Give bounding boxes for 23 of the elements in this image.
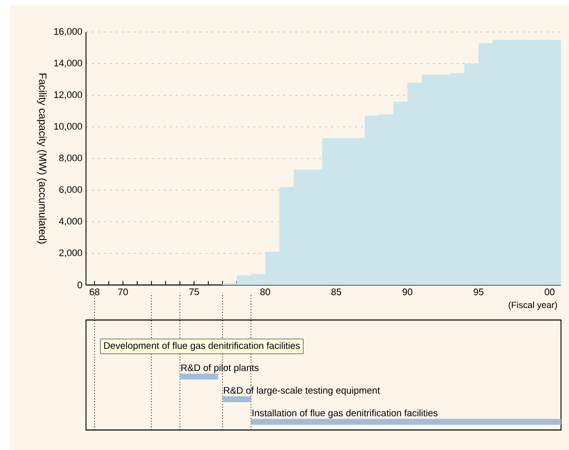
x-tick-label: 75 [189,288,199,296]
y-tick-label: 14,000 [54,60,82,68]
y-tick-label: 4,000 [59,218,82,226]
y-tick-label: Installation of flue gas denitrification facilities [252,409,438,418]
y-tick-label: 8,000 [59,154,82,162]
x-axis-title: (Fiscal year) [508,302,557,310]
y-axis-title: Facility capacity (MW) (accumulated) [36,74,47,244]
x-tick-label: 90 [402,288,412,296]
x-tick-label: 80 [260,288,270,296]
y-tick-label: R&D of large-scale testing equipment [224,386,380,396]
y-tick-label: 2,000 [59,249,82,258]
y-tick-label: 16,000 [54,28,82,36]
y-tick-label: 0 [78,282,82,288]
x-tick-label: 68 [90,288,100,296]
x-tick-label: 00 [544,288,555,296]
y-tick-label: R&D of pilot plants [181,364,259,373]
y-tick-label: 6,000 [59,186,82,194]
x-tick-label: 85 [331,288,342,296]
chart-title: Development of flue gas denitrification facilities [104,342,300,351]
x-tick-label: 95 [474,288,484,296]
x-tick-label: 70 [118,288,128,296]
y-tick-label: 10,000 [54,122,82,131]
y-tick-label: 12,000 [54,91,82,100]
